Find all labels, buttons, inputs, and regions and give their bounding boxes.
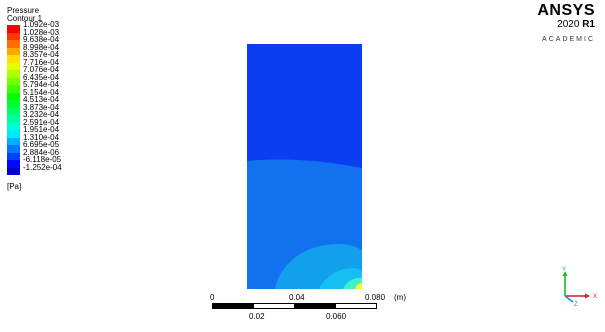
scale-tick-0-060: 0.060 xyxy=(326,312,347,321)
scale-tick-0-04: 0.04 xyxy=(289,293,305,302)
legend-swatch xyxy=(7,137,20,145)
legend-swatch xyxy=(7,145,20,153)
pressure-contour-plot[interactable] xyxy=(247,44,362,289)
legend-unit: [Pa] xyxy=(7,182,22,191)
logo-name: ANSYS xyxy=(537,2,595,19)
legend-value: 8.357e-04 xyxy=(23,50,60,59)
legend-color-bar xyxy=(7,25,20,175)
scale-segment-4 xyxy=(335,303,377,309)
legend-swatch xyxy=(7,40,20,48)
legend-value: 5.154e-04 xyxy=(23,87,60,97)
scale-unit: (m) xyxy=(394,293,406,302)
scale-tick-0-080: 0.080 xyxy=(365,293,386,302)
legend-swatch xyxy=(7,55,20,63)
logo-version-year: 2020 xyxy=(557,19,580,30)
scale-bar xyxy=(212,303,377,309)
legend-swatch xyxy=(7,92,20,100)
z-axis-arrow xyxy=(564,295,574,303)
contour-band-hot xyxy=(355,283,362,289)
legend-value: 1.951e-04 xyxy=(23,125,60,134)
legend-value: 2.884e-06 xyxy=(23,147,60,157)
legend-swatch xyxy=(7,85,20,93)
legend-value: 9.638e-04 xyxy=(23,35,60,44)
legend-value: 3.873e-04 xyxy=(23,102,60,112)
logo-release: R1 xyxy=(582,19,595,30)
ansys-logo: ANSYS 2020 R1 ACADEMIC xyxy=(537,2,595,43)
legend-swatch xyxy=(7,152,20,160)
legend-value: 8.998e-04 xyxy=(23,42,60,52)
legend-swatch xyxy=(7,107,20,115)
logo-edition: ACADEMIC xyxy=(542,36,595,43)
legend-swatch xyxy=(7,32,20,40)
legend-swatch xyxy=(7,25,20,33)
legend-swatch xyxy=(7,130,20,138)
legend-value: 5.794e-04 xyxy=(23,80,60,89)
legend-swatch xyxy=(7,77,20,85)
legend-swatch xyxy=(7,62,20,70)
y-axis-label: Y xyxy=(562,267,566,273)
legend-swatch xyxy=(7,70,20,78)
x-axis-arrowhead xyxy=(585,293,590,299)
scale-segment-3 xyxy=(294,303,336,309)
scale-segment-2 xyxy=(253,303,295,309)
legend-value: 6.435e-04 xyxy=(23,72,60,82)
z-axis-label: Z xyxy=(574,302,578,306)
length-scale: 0 0.04 0.080 (m) 0.02 0.060 xyxy=(210,290,472,330)
legend-value: 1.092e-03 xyxy=(23,20,60,29)
legend-variable: Pressure xyxy=(7,6,40,15)
legend-value: 7.076e-04 xyxy=(23,65,60,74)
legend-values: 1.092e-03 1.028e-03 9.638e-04 8.998e-04 8.35… xyxy=(23,21,62,171)
scale-tick-0: 0 xyxy=(210,293,215,302)
legend-value: -1.252e-04 xyxy=(23,162,62,172)
legend-swatch xyxy=(7,122,20,130)
y-axis-arrowhead xyxy=(562,271,568,276)
legend-value: 1.310e-04 xyxy=(23,132,60,142)
legend-value: 4.513e-04 xyxy=(23,95,60,104)
logo-version: 2020 R1 xyxy=(537,19,595,30)
legend-value: 2.591e-04 xyxy=(23,117,60,127)
coordinate-triad-icon[interactable]: Y X Z xyxy=(553,266,601,306)
legend-value: 7.716e-04 xyxy=(23,57,60,67)
legend-value: 3.232e-04 xyxy=(23,110,60,119)
legend-value: 6.695e-05 xyxy=(23,140,60,149)
legend-contour-name: Contour 1 xyxy=(7,14,43,23)
legend-swatch xyxy=(7,167,20,175)
x-axis-label: X xyxy=(593,294,597,300)
legend-value: -6.118e-05 xyxy=(23,155,62,164)
legend-swatch xyxy=(7,160,20,168)
scale-tick-0-02: 0.02 xyxy=(249,312,265,321)
legend-swatch xyxy=(7,115,20,123)
scale-segment-1 xyxy=(212,303,254,309)
legend-value: 1.028e-03 xyxy=(23,27,60,37)
legend-swatch xyxy=(7,100,20,108)
legend-swatch xyxy=(7,47,20,55)
contour-legend: Pressure Contour 1 1.092e-03 1.028e-03 9.6… xyxy=(7,6,127,191)
